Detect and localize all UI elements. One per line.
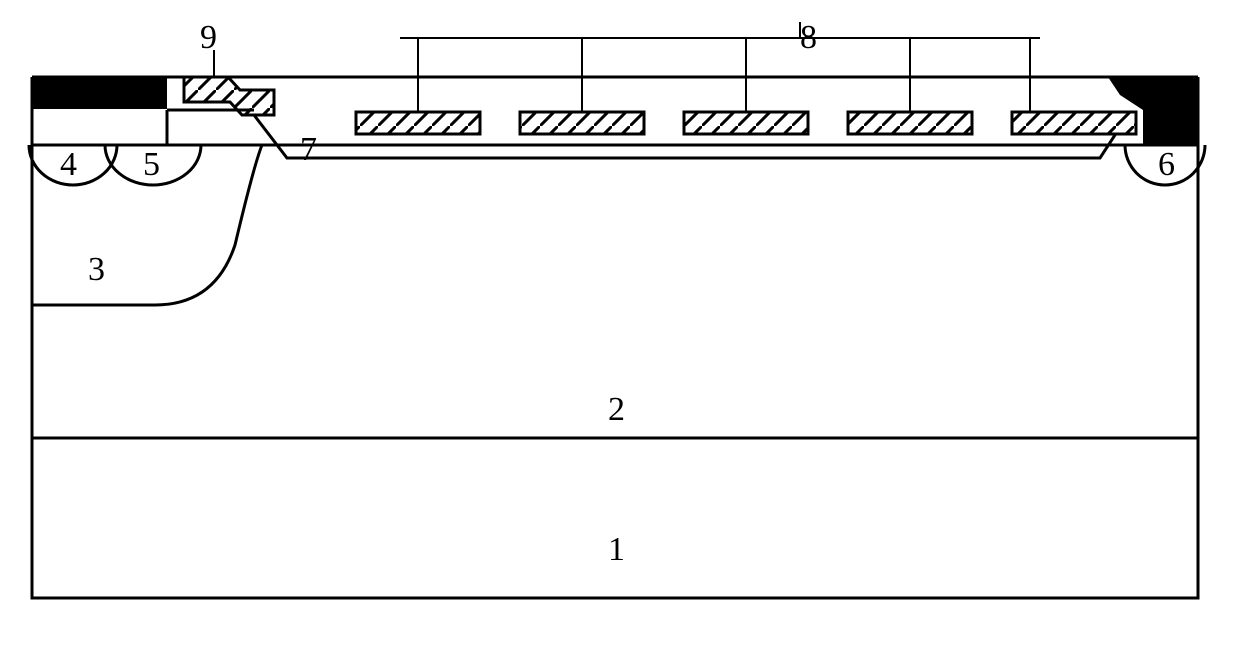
label-2: 2 (608, 391, 625, 428)
left-metal-contact (32, 77, 167, 109)
label-3: 3 (88, 251, 105, 288)
substrate-region-1 (32, 438, 1198, 598)
label-7: 7 (300, 131, 317, 168)
field-plate-8 (684, 112, 808, 134)
label-6: 6 (1158, 146, 1175, 183)
label-1: 1 (608, 531, 625, 568)
label-5: 5 (143, 146, 160, 183)
label-4: 4 (60, 146, 77, 183)
field-plate-8 (1012, 112, 1136, 134)
field-plate-8 (520, 112, 644, 134)
label-9: 9 (200, 19, 217, 56)
field-plate-8 (356, 112, 480, 134)
label-8: 8 (800, 19, 817, 56)
field-plate-8 (848, 112, 972, 134)
